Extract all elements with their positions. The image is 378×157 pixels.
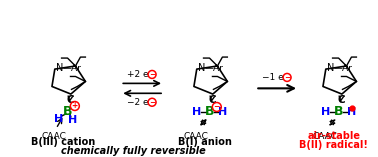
- Text: chemically fully reversible: chemically fully reversible: [61, 146, 206, 156]
- Text: +: +: [72, 101, 78, 111]
- Text: CAAC: CAAC: [313, 132, 338, 141]
- Text: −: −: [149, 70, 155, 79]
- Text: −1 e: −1 e: [262, 73, 284, 82]
- Text: −: −: [149, 98, 155, 107]
- Text: C: C: [208, 95, 215, 105]
- Text: H: H: [68, 115, 77, 125]
- Text: —Ar: —Ar: [334, 64, 353, 73]
- Text: H: H: [347, 107, 356, 117]
- Text: —Ar: —Ar: [205, 64, 223, 73]
- Text: B: B: [63, 106, 73, 118]
- Text: N: N: [327, 63, 334, 73]
- Text: B: B: [334, 106, 344, 118]
- Text: H: H: [218, 107, 228, 117]
- Text: air-stable: air-stable: [307, 131, 360, 141]
- Text: H: H: [192, 107, 201, 117]
- Text: H: H: [54, 114, 64, 124]
- Text: CAAC: CAAC: [183, 132, 208, 141]
- Text: —Ar: —Ar: [63, 64, 82, 73]
- Text: B(II) radical!: B(II) radical!: [299, 140, 368, 150]
- Text: −: −: [284, 73, 290, 82]
- Text: B: B: [205, 106, 215, 118]
- Text: B(I) anion: B(I) anion: [178, 137, 232, 147]
- Text: −2 e: −2 e: [127, 98, 149, 107]
- Text: B(III) cation: B(III) cation: [31, 137, 95, 147]
- Text: CAAC: CAAC: [42, 132, 67, 141]
- Text: C: C: [66, 95, 74, 105]
- Text: N: N: [56, 63, 63, 73]
- Text: C: C: [337, 95, 345, 105]
- Text: −: −: [214, 103, 220, 111]
- Text: +2 e: +2 e: [127, 70, 149, 79]
- Text: H: H: [321, 107, 331, 117]
- Text: N: N: [198, 63, 205, 73]
